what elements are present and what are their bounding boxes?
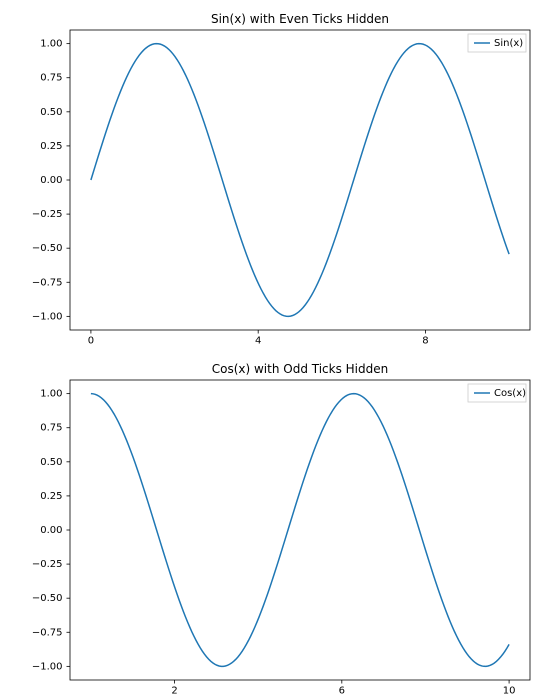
- x-tick-label: 10: [503, 686, 516, 697]
- y-tick-label: 0.25: [40, 141, 62, 152]
- y-tick-label: −0.50: [32, 593, 63, 604]
- y-tick-label: −0.75: [32, 627, 63, 638]
- y-tick-label: 1.00: [40, 39, 62, 50]
- x-tick-label: 0: [88, 336, 94, 347]
- x-tick-label: 8: [422, 336, 428, 347]
- y-tick-label: −1.00: [32, 311, 63, 322]
- bottom-chart-svg: 2 6 10 −1.00 −0.75 −0.50 −0.25 0.00 0.25 0.50 0.75…: [30, 375, 540, 700]
- y-tick-label: 0.75: [40, 423, 62, 434]
- y-tick-label: −0.50: [32, 243, 63, 254]
- y-tick-label: 0.00: [40, 175, 62, 186]
- y-tick-label: 0.75: [40, 73, 62, 84]
- y-tick-label: −1.00: [32, 661, 63, 672]
- top-chart-svg: 0 4 8 −1.00 −0.75 −0.50 −0.25 0.00 0.25 0.50 0.75 1…: [30, 25, 540, 350]
- y-tick-label: 0.00: [40, 525, 62, 536]
- x-tick-label: 2: [171, 686, 177, 697]
- top-chart-title: Sin(x) with Even Ticks Hidden: [70, 12, 530, 26]
- x-tick-label: 4: [255, 336, 261, 347]
- figure-canvas: Sin(x) with Even Ticks Hidden 0 4 8 −1.00 −0…: [0, 0, 560, 700]
- y-tick-label: 0.50: [40, 107, 62, 118]
- y-tick-label: −0.25: [32, 209, 63, 220]
- y-tick-label: −0.75: [32, 277, 63, 288]
- y-tick-label: 0.50: [40, 457, 62, 468]
- x-tick-label: 6: [339, 686, 345, 697]
- y-tick-label: −0.25: [32, 559, 63, 570]
- bottom-chart-panel: 2610−1.00−0.75−0.50−0.250.000.250.500.75…: [70, 380, 530, 680]
- legend-label: Cos(x): [494, 388, 526, 399]
- y-tick-label: 1.00: [40, 389, 62, 400]
- legend-label: Sin(x): [494, 38, 523, 49]
- top-chart-panel: 048−1.00−0.75−0.50−0.250.000.250.500.751…: [70, 30, 530, 330]
- bottom-chart-title: Cos(x) with Odd Ticks Hidden: [70, 362, 530, 376]
- y-tick-label: 0.25: [40, 491, 62, 502]
